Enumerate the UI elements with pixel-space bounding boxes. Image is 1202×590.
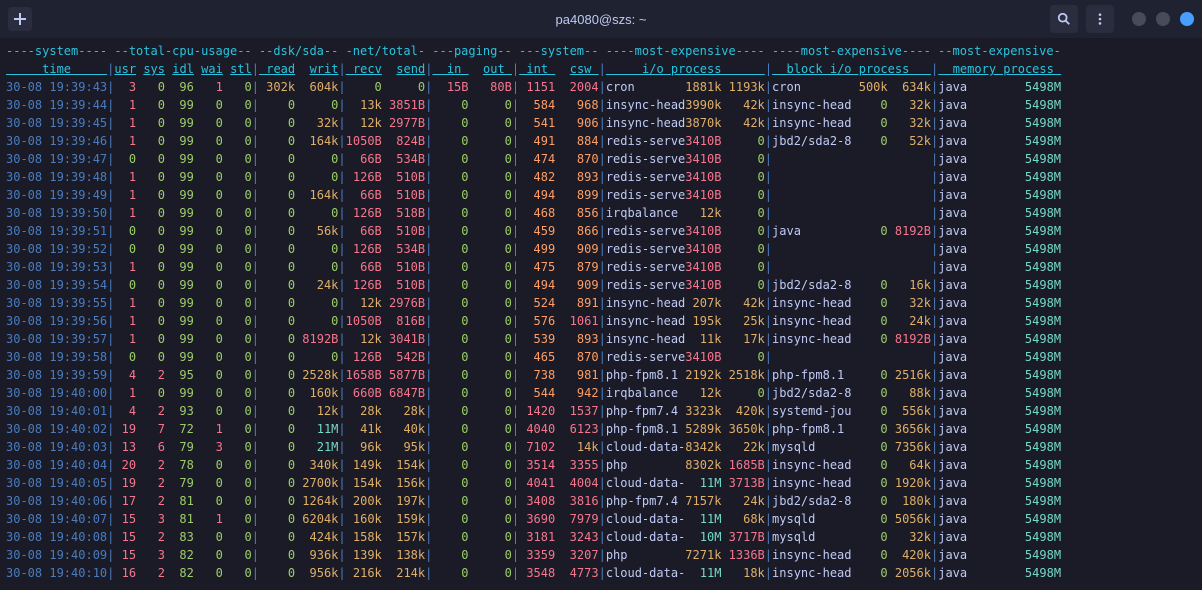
table-row: 30-08 19:39:58| 0 0 99 0 0| 0 0| 126B 54… <box>6 348 1196 366</box>
table-row: 30-08 19:39:51| 0 0 99 0 0| 0 56k| 66B 5… <box>6 222 1196 240</box>
table-row: 30-08 19:39:44| 1 0 99 0 0| 0 0| 13k 385… <box>6 96 1196 114</box>
plus-icon <box>14 13 26 25</box>
search-button[interactable] <box>1050 5 1078 33</box>
menu-dots-icon <box>1093 12 1107 26</box>
table-row: 30-08 19:39:47| 0 0 99 0 0| 0 0| 66B 534… <box>6 150 1196 168</box>
new-tab-button[interactable] <box>8 7 32 31</box>
table-row: 30-08 19:39:45| 1 0 99 0 0| 0 32k| 12k 2… <box>6 114 1196 132</box>
table-row: 30-08 19:39:59| 4 2 95 0 0| 0 2528k|1658… <box>6 366 1196 384</box>
table-row: 30-08 19:40:00| 1 0 99 0 0| 0 160k| 660B… <box>6 384 1196 402</box>
table-row: 30-08 19:40:01| 4 2 93 0 0| 0 12k| 28k 2… <box>6 402 1196 420</box>
table-row: 30-08 19:40:09| 15 3 82 0 0| 0 936k| 139… <box>6 546 1196 564</box>
maximize-button[interactable] <box>1156 12 1170 26</box>
table-row: 30-08 19:40:03| 13 6 79 3 0| 0 21M| 96k … <box>6 438 1196 456</box>
table-row: 30-08 19:39:50| 1 0 99 0 0| 0 0| 126B 51… <box>6 204 1196 222</box>
table-row: 30-08 19:39:57| 1 0 99 0 0| 0 8192B| 12k… <box>6 330 1196 348</box>
table-row: 30-08 19:40:10| 16 2 82 0 0| 0 956k| 216… <box>6 564 1196 582</box>
table-row: 30-08 19:40:07| 15 3 81 1 0| 0 6204k| 16… <box>6 510 1196 528</box>
menu-button[interactable] <box>1086 5 1114 33</box>
table-row: 30-08 19:40:08| 15 2 83 0 0| 0 424k| 158… <box>6 528 1196 546</box>
table-row: 30-08 19:40:06| 17 2 81 0 0| 0 1264k| 20… <box>6 492 1196 510</box>
table-row: 30-08 19:39:46| 1 0 99 0 0| 0 164k|1050B… <box>6 132 1196 150</box>
close-button[interactable] <box>1180 12 1194 26</box>
table-row: 30-08 19:39:56| 1 0 99 0 0| 0 0|1050B 81… <box>6 312 1196 330</box>
minimize-button[interactable] <box>1132 12 1146 26</box>
table-row: 30-08 19:39:52| 0 0 99 0 0| 0 0| 126B 53… <box>6 240 1196 258</box>
window-title: pa4080@szs: ~ <box>556 12 647 27</box>
table-row: 30-08 19:39:53| 1 0 99 0 0| 0 0| 66B 510… <box>6 258 1196 276</box>
terminal-output[interactable]: ----system---- --total-cpu-usage-- --dsk… <box>0 38 1202 586</box>
table-row: 30-08 19:39:43| 3 0 96 1 0| 302k 604k| 0… <box>6 78 1196 96</box>
table-row: 30-08 19:40:04| 20 2 78 0 0| 0 340k| 149… <box>6 456 1196 474</box>
table-row: 30-08 19:39:55| 1 0 99 0 0| 0 0| 12k 297… <box>6 294 1196 312</box>
table-row: 30-08 19:40:05| 19 2 79 0 0| 0 2700k| 15… <box>6 474 1196 492</box>
table-row: 30-08 19:39:49| 1 0 99 0 0| 0 164k| 66B … <box>6 186 1196 204</box>
titlebar: pa4080@szs: ~ <box>0 0 1202 38</box>
table-row: 30-08 19:40:02| 19 7 72 1 0| 0 11M| 41k … <box>6 420 1196 438</box>
table-row: 30-08 19:39:54| 0 0 99 0 0| 0 24k| 126B … <box>6 276 1196 294</box>
search-icon <box>1057 12 1071 26</box>
table-row: 30-08 19:39:48| 1 0 99 0 0| 0 0| 126B 51… <box>6 168 1196 186</box>
